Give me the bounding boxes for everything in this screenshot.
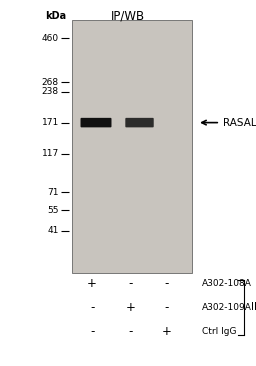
FancyBboxPatch shape [125,118,154,127]
Text: 117: 117 [42,149,59,158]
Text: Ctrl IgG: Ctrl IgG [202,327,237,336]
Text: 268: 268 [42,78,59,87]
Text: -: - [90,301,94,314]
Text: A302-109A: A302-109A [202,303,252,312]
Text: -: - [164,301,169,314]
Bar [72,20,192,273]
Text: -: - [90,325,94,338]
Text: 41: 41 [48,226,59,235]
Text: RASAL2: RASAL2 [223,117,256,128]
FancyBboxPatch shape [80,118,112,127]
Text: 71: 71 [47,188,59,197]
Text: +: + [126,301,135,314]
Text: -: - [128,325,133,338]
Text: A302-108A: A302-108A [202,279,252,288]
Text: kDa: kDa [45,11,67,21]
Text: -: - [128,277,133,290]
Text: 55: 55 [47,206,59,215]
Text: IP: IP [251,302,256,313]
Text: +: + [162,325,171,338]
Text: 238: 238 [42,87,59,96]
Text: IP/WB: IP/WB [111,9,145,22]
Text: -: - [164,277,169,290]
Text: 171: 171 [42,118,59,127]
Text: 460: 460 [42,34,59,43]
Text: +: + [87,277,97,290]
